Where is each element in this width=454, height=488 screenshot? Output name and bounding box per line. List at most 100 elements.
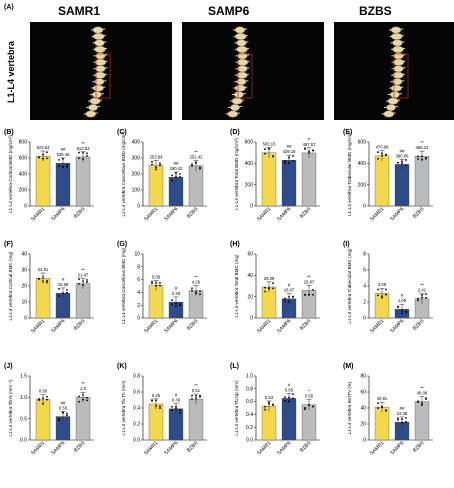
significance-label: **	[420, 283, 424, 288]
vertebra-process	[389, 86, 404, 89]
data-point	[268, 148, 270, 150]
value-label: 48.08	[417, 390, 428, 395]
data-point	[288, 295, 290, 298]
chart-panel-i: (I)L1-L4 vertebra Trabecular BMC (mg) 0 2 4…	[343, 241, 433, 335]
data-point	[268, 286, 270, 289]
x-tick-label: BZBS	[73, 440, 87, 454]
data-point	[284, 396, 286, 399]
y-axis-label: L1-L4 vertebra Trabecular BMC (mg)	[347, 248, 352, 324]
data-point	[175, 172, 177, 175]
value-label: 613.53	[77, 146, 90, 151]
vertebra-process	[86, 106, 101, 109]
x-tick-label: SAMP6	[389, 206, 405, 222]
data-point	[272, 282, 274, 285]
value-label: 18.07	[284, 288, 295, 293]
x-tick-label: BZBS	[186, 206, 200, 220]
panel-letter: (D)	[230, 129, 240, 136]
data-point	[78, 400, 80, 403]
y-tick-label: 0.2	[133, 422, 140, 428]
data-point	[312, 405, 314, 408]
y-tick-label: 80	[360, 374, 366, 380]
data-point	[385, 293, 387, 296]
y-axis-label: L1-L4 vertebra Cancellous BMC (mg)	[121, 247, 126, 324]
data-point	[401, 418, 403, 421]
data-point	[86, 154, 88, 157]
y-tick-label: 600	[358, 140, 367, 146]
y-axis-label: L1-L4 vertebra BV/TV (%)	[347, 381, 352, 434]
data-point	[284, 297, 286, 300]
panel-a-label: (A)	[4, 4, 14, 11]
vertebra-process	[92, 41, 107, 44]
data-point	[58, 419, 60, 422]
significance-label: **	[194, 383, 198, 388]
data-point	[288, 300, 290, 303]
significance-label: ##	[60, 400, 66, 405]
data-point	[155, 282, 157, 284]
data-point	[264, 148, 266, 150]
y-tick-label: 200	[132, 172, 141, 178]
significance-label: *	[308, 389, 310, 394]
y-tick-label: 0.0	[246, 438, 253, 444]
data-point	[175, 305, 177, 307]
y-axis-label: L1-L4 vertebra Cortical BMD (mg/cm³)	[8, 135, 13, 213]
vertebra-process	[90, 28, 106, 31]
y-tick-label: 1.0	[246, 374, 253, 380]
value-label: 4.26	[192, 280, 201, 285]
data-point	[58, 287, 60, 290]
data-point	[151, 160, 153, 163]
data-point	[417, 158, 419, 160]
roi-box	[95, 53, 111, 99]
y-tick-label: 20	[247, 294, 253, 300]
y-tick-label: 800	[19, 140, 28, 146]
data-point	[268, 401, 270, 404]
data-point	[171, 405, 173, 408]
y-axis-label: L1-L4 vertebra Total BMC (mg)	[234, 254, 239, 317]
significance-label: ##	[399, 406, 405, 411]
data-point	[46, 281, 48, 284]
data-point	[292, 397, 294, 400]
data-point	[272, 287, 274, 290]
data-point	[46, 398, 48, 401]
y-tick-label: 0.8	[246, 386, 253, 392]
y-tick-label: 0.8	[133, 374, 140, 380]
x-tick-label: SAMR1	[369, 318, 386, 335]
bar-samr1	[148, 403, 164, 441]
bar-bzbs	[75, 397, 91, 441]
y-tick-label: 0.6	[133, 390, 140, 396]
data-point	[312, 288, 314, 291]
bar-samr1	[374, 155, 390, 207]
significance-label: #	[401, 293, 404, 298]
y-tick-label: 200	[245, 182, 254, 188]
data-point	[159, 405, 161, 408]
data-point	[46, 395, 48, 398]
group-title-samp6: SAMP6	[208, 4, 250, 18]
data-point	[58, 165, 60, 167]
vertebra-process	[231, 93, 246, 96]
data-point	[151, 399, 153, 401]
data-point	[288, 400, 290, 403]
roi-box	[237, 53, 253, 99]
data-point	[377, 288, 379, 291]
data-point	[151, 282, 153, 285]
bar-samp6	[55, 162, 71, 207]
y-tick-label: 1.0	[20, 395, 27, 401]
y-axis-label: L1-L4 vertebra Cortical BMC (mg)	[8, 251, 13, 320]
data-point	[42, 397, 44, 400]
bar-samr1	[148, 165, 164, 207]
data-point	[155, 168, 157, 171]
data-point	[62, 157, 64, 160]
data-point	[159, 162, 161, 165]
data-point	[159, 407, 161, 410]
data-point	[171, 299, 173, 302]
data-point	[421, 294, 423, 296]
x-tick-label: SAMP6	[389, 440, 405, 456]
data-point	[62, 292, 64, 295]
value-label: 3.08	[378, 282, 387, 287]
data-point	[272, 155, 274, 157]
x-tick-label: BZBS	[299, 318, 313, 332]
roi-box	[393, 53, 409, 99]
vertebra-process	[235, 73, 250, 76]
data-point	[417, 155, 419, 158]
data-point	[405, 417, 407, 419]
value-label: 0.53	[265, 395, 274, 400]
